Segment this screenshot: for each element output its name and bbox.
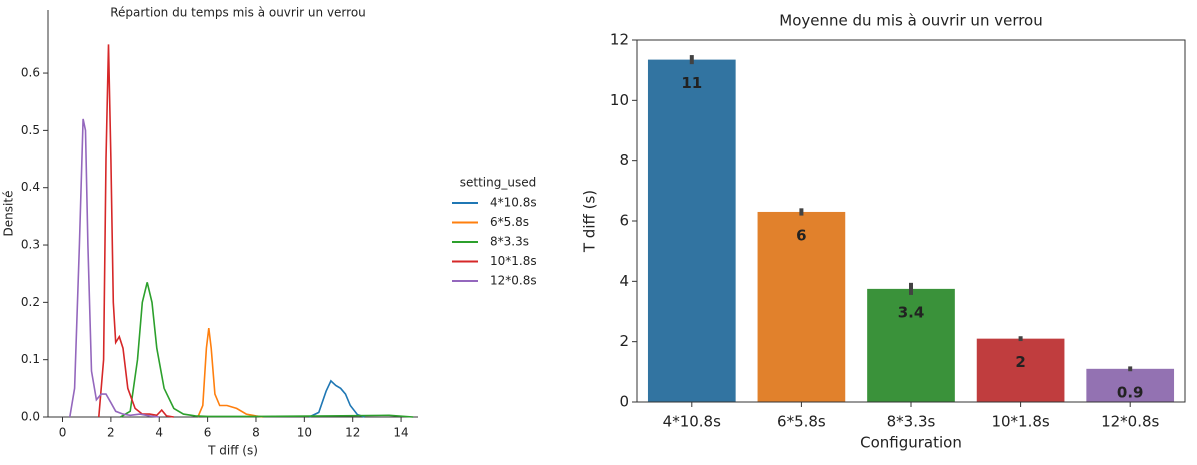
x-tick-label: 4*10.8s — [663, 413, 721, 431]
x-tick-label: 8*3.3s — [887, 413, 936, 431]
legend-label: 4*10.8s — [490, 196, 537, 210]
y-axis-label: Densité — [2, 191, 16, 237]
x-tick-label: 6 — [204, 426, 212, 440]
x-axis-label: T diff (s) — [207, 444, 258, 458]
density-line — [69, 118, 160, 418]
y-tick-label: 0 — [619, 393, 629, 411]
y-tick-label: 2 — [619, 332, 629, 350]
y-tick-label: 4 — [619, 272, 629, 290]
x-tick-label: 0 — [59, 426, 67, 440]
bar-annotation: 11 — [681, 74, 702, 92]
x-tick-label: 14 — [393, 426, 408, 440]
bar-annotation: 6 — [796, 226, 806, 244]
y-tick-label: 0.0 — [21, 410, 40, 424]
legend-label: 8*3.3s — [490, 235, 529, 249]
y-tick-label: 0.4 — [21, 180, 40, 194]
y-axis-label: T diff (s) — [581, 190, 599, 253]
bar-annotation: 2 — [1015, 353, 1025, 371]
y-tick-label: 8 — [619, 151, 629, 169]
legend-title: setting_used — [460, 176, 536, 190]
x-tick-label: 8 — [252, 426, 260, 440]
legend-label: 12*0.8s — [490, 274, 537, 288]
x-tick-label: 10 — [297, 426, 312, 440]
x-tick-label: 12 — [345, 426, 360, 440]
y-tick-label: 0.2 — [21, 295, 40, 309]
legend-label: 10*1.8s — [490, 254, 537, 268]
y-tick-label: 0.6 — [21, 66, 40, 80]
y-tick-label: 6 — [619, 212, 629, 230]
bar — [1086, 368, 1175, 402]
bar — [757, 211, 846, 402]
y-tick-label: 10 — [610, 91, 629, 109]
y-tick-label: 12 — [610, 31, 629, 49]
bar — [867, 288, 955, 402]
legend-label: 6*5.8s — [490, 215, 529, 229]
x-tick-label: 12*0.8s — [1101, 413, 1159, 431]
chart-title: Moyenne du mis à ouvrir un verrou — [779, 12, 1043, 30]
density-line — [120, 282, 414, 418]
density-line — [308, 379, 366, 418]
bar — [647, 59, 736, 402]
density-line — [197, 328, 264, 418]
bar-annotation: 3.4 — [898, 303, 925, 321]
y-tick-label: 0.5 — [21, 123, 40, 137]
x-axis-label: Configuration — [860, 434, 962, 452]
y-tick-label: 0.1 — [21, 352, 40, 366]
bar-chart: 0 2 4 6 8 10 12 11 4*10.8s 6 6*5.8s 3.4 8*3.3s 2 10*1.… — [581, 12, 1186, 452]
bar — [976, 338, 1065, 402]
plot-frame — [636, 39, 1186, 403]
y-tick-label: 0.3 — [21, 238, 40, 252]
x-tick-label: 2 — [107, 426, 115, 440]
x-tick-label: 6*5.8s — [777, 413, 826, 431]
x-tick-label: 4 — [155, 426, 163, 440]
density-chart: 0.0 0.1 0.2 0.3 0.4 0.5 0.6 0 2 4 6 8 10 12 14 4*10.8s 6… — [2, 6, 537, 458]
x-tick-label: 10*1.8s — [991, 413, 1049, 431]
bar-annotation: 0.9 — [1117, 383, 1144, 401]
density-line — [98, 44, 174, 418]
chart-title: Répartion du temps mis à ouvrir un verro… — [110, 6, 366, 20]
